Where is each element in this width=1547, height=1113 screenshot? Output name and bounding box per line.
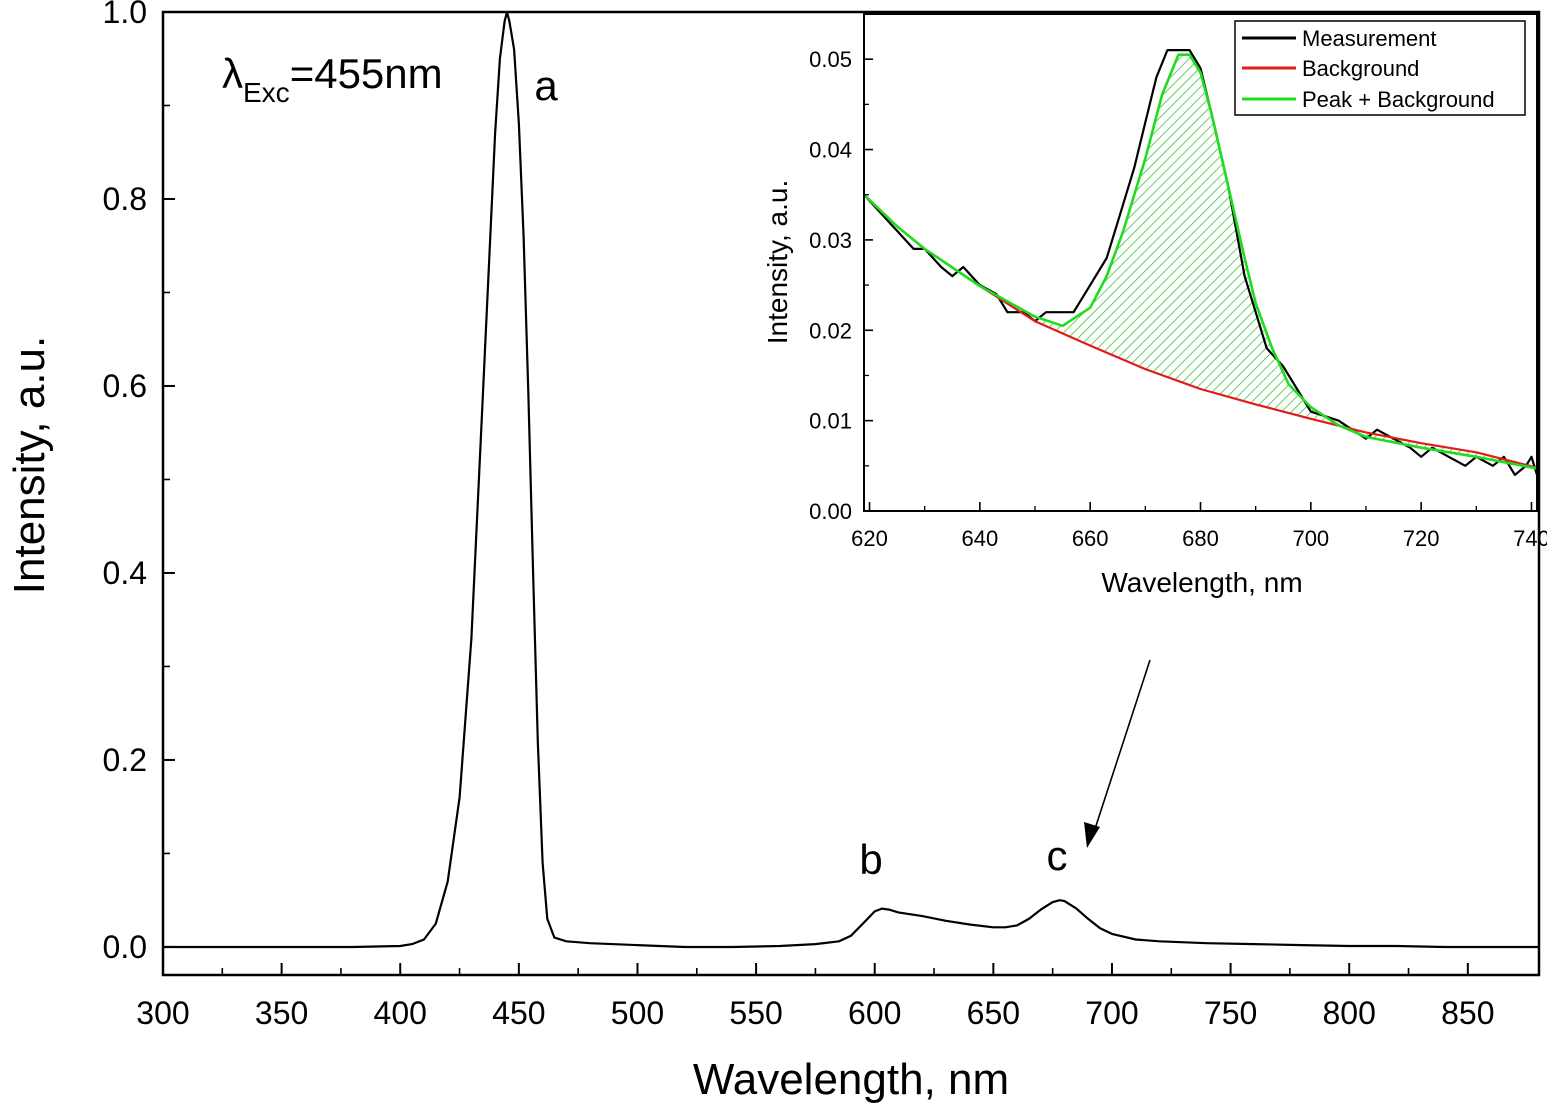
inset-plot-frame — [863, 13, 1538, 512]
main-plot: 300 350 400 450 500 550 600 650 700 750 800 850 0.0… — [5, 0, 1541, 1104]
main-x-tick-label: 600 — [848, 995, 901, 1031]
excitation-lambda: λ — [222, 50, 243, 97]
main-y-tick-label: 0.8 — [103, 181, 147, 217]
main-spectrum-line — [163, 10, 1539, 949]
inset-y-tick-label: 0.01 — [809, 409, 852, 434]
main-plot-frame — [161, 10, 1541, 977]
inset-pointer-arrowhead — [1084, 822, 1100, 848]
main-y-axis-label: Intensity, a.u. — [5, 336, 54, 594]
main-y-tick-label: 0.2 — [103, 742, 147, 778]
main-y-axis-ticks: 0.0 0.2 0.4 0.6 0.8 1.0 — [103, 0, 175, 965]
inset-peak-background-line — [864, 53, 1537, 470]
peak-label-b: b — [859, 836, 882, 883]
main-x-tick-label: 550 — [729, 995, 782, 1031]
inset-x-axis-ticks: 620 640 660 680 700 720 740 — [851, 502, 1547, 551]
main-y-tick-label: 0.0 — [103, 929, 147, 965]
inset-y-tick-label: 0.04 — [809, 138, 852, 163]
inset-x-axis-label: Wavelength, nm — [1101, 567, 1302, 598]
peak-label-c: c — [1047, 832, 1068, 879]
inset-y-axis-label: Intensity, a.u. — [762, 180, 793, 344]
inset-y-axis-ticks: 0.00 0.01 0.02 0.03 0.04 0.05 — [809, 47, 873, 524]
main-x-tick-label: 300 — [136, 995, 189, 1031]
inset-peak-area-fill — [1035, 54, 1537, 469]
inset-x-tick-label: 640 — [961, 526, 998, 551]
inset-x-tick-label: 720 — [1403, 526, 1440, 551]
legend-label-background: Background — [1302, 56, 1419, 81]
legend-label-peak-background: Peak + Background — [1302, 87, 1495, 112]
main-y-tick-label: 0.6 — [103, 368, 147, 404]
inset-plot: 620 640 660 680 700 720 740 0.000.010.020.030.… — [762, 13, 1547, 598]
inset-x-tick-label: 620 — [851, 526, 888, 551]
inset-x-tick-label: 740 — [1513, 526, 1547, 551]
inset-legend: Measurement Background Peak + Background — [1234, 20, 1526, 116]
excitation-subscript: Exc — [243, 77, 290, 108]
inset-pointer-arrow — [1092, 659, 1151, 836]
main-x-tick-label: 700 — [1085, 995, 1138, 1031]
main-x-tick-label: 350 — [255, 995, 308, 1031]
inset-y-tick-label: 0.03 — [809, 228, 852, 253]
inset-x-tick-label: 680 — [1182, 526, 1219, 551]
inset-y-tick-label: 0.02 — [809, 318, 852, 343]
main-y-tick-label: 0.4 — [103, 555, 147, 591]
main-x-tick-label: 800 — [1323, 995, 1376, 1031]
main-x-tick-label: 750 — [1204, 995, 1257, 1031]
main-x-axis-ticks: 300 350 400 450 500 550 600 650 700 750 800 850 — [136, 963, 1495, 1031]
main-x-tick-label: 650 — [967, 995, 1020, 1031]
main-x-axis-label: Wavelength, nm — [693, 1055, 1009, 1104]
excitation-annotation: λExc=455nm — [222, 50, 443, 108]
main-x-tick-label: 850 — [1441, 995, 1494, 1031]
inset-x-tick-label: 700 — [1292, 526, 1329, 551]
legend-label-measurement: Measurement — [1302, 26, 1437, 51]
main-y-tick-label: 1.0 — [103, 0, 147, 30]
excitation-value: =455nm — [290, 50, 443, 97]
peak-label-a: a — [534, 62, 558, 109]
main-x-tick-label: 450 — [492, 995, 545, 1031]
inset-y-tick-label: 0.05 — [809, 47, 852, 72]
main-x-tick-label: 400 — [374, 995, 427, 1031]
inset-y-tick-label: 0.00 — [809, 499, 852, 524]
inset-x-tick-label: 660 — [1072, 526, 1109, 551]
main-x-tick-label: 500 — [611, 995, 664, 1031]
